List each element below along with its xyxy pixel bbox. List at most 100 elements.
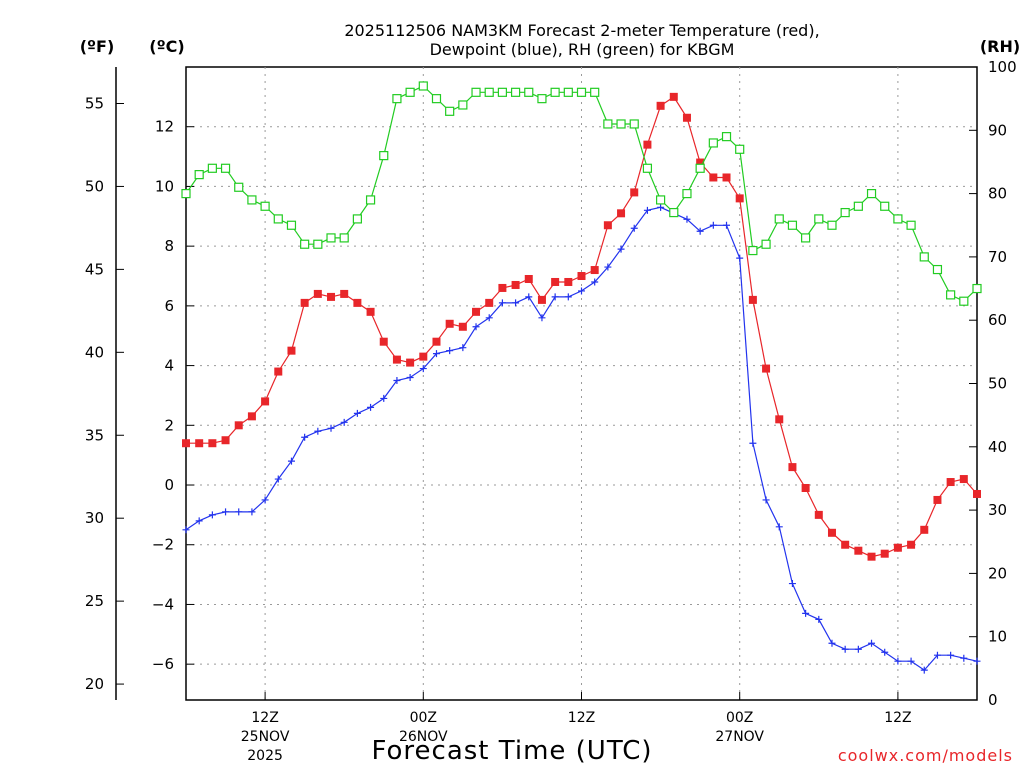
temperature-point (788, 463, 797, 472)
dewpoint-point (868, 639, 876, 647)
rh-point (629, 119, 639, 129)
temperature-point (907, 540, 916, 549)
temperature-point (537, 295, 546, 304)
temperature-point (287, 346, 296, 355)
dewpoint-point (683, 215, 691, 223)
celsius-tick-label: 12 (155, 118, 174, 136)
rh-point (510, 87, 521, 97)
dewpoint-point (512, 299, 520, 307)
temperature-point (366, 307, 375, 316)
fahrenheit-tick-label: 55 (85, 94, 104, 112)
temperature-point (617, 209, 626, 218)
dewpoint-point (235, 508, 243, 516)
x-tick-label-date: 27NOV (715, 729, 764, 745)
dewpoint-point (498, 299, 506, 307)
dewpoint-point (591, 278, 599, 286)
temperature-point (590, 266, 599, 275)
rh-point (708, 138, 718, 148)
dewpoint-point (960, 654, 968, 662)
temperature-point (920, 525, 929, 534)
rh-point (458, 100, 468, 110)
temperature-point (775, 415, 784, 424)
fahrenheit-tick-label: 25 (85, 592, 104, 610)
rh-point (379, 151, 389, 161)
rh-point (774, 214, 784, 224)
temperature-point (946, 478, 955, 487)
rh-point (959, 296, 969, 306)
dewpoint-point (485, 314, 493, 322)
temperature-point (564, 277, 573, 286)
rh-tick-label: 0 (988, 691, 998, 709)
dewpoint-point (907, 657, 915, 665)
unit-label-fahrenheit: (ºF) (80, 37, 115, 56)
unit-label-celsius: (ºC) (149, 37, 184, 56)
temperature-point (182, 439, 190, 448)
temperature-point (880, 549, 889, 558)
dewpoint-point (881, 648, 889, 656)
temperature-point (458, 322, 467, 331)
dewpoint-point (551, 293, 559, 301)
dewpoint-point (578, 287, 585, 295)
rh-point (497, 87, 507, 97)
temperature-point (392, 355, 401, 364)
temperature-point (577, 272, 586, 281)
dewpoint-point (854, 645, 862, 653)
temperature-point (735, 194, 744, 203)
x-tick-label-year: 2025 (247, 748, 283, 764)
temperature-point (432, 337, 441, 346)
rh-point (207, 163, 217, 173)
rh-point (365, 195, 376, 205)
temperature-point (445, 319, 454, 328)
dewpoint-point (815, 615, 823, 623)
temperature-point (300, 298, 309, 307)
series-layer (181, 81, 982, 674)
temperature-point (234, 421, 243, 430)
temperature-point (959, 475, 968, 484)
x-tick-label-time: 12Z (568, 710, 595, 726)
rh-tick-label: 80 (988, 185, 1007, 203)
rh-point (392, 94, 402, 104)
rh-tick-label: 10 (988, 628, 1007, 646)
dewpoint-point (208, 511, 216, 519)
temperature-point (669, 92, 678, 101)
rh-point (405, 87, 415, 97)
rh-point (181, 189, 191, 199)
dewpoint-point (947, 651, 955, 659)
temperature-point (327, 292, 336, 301)
celsius-tick-label: −4 (152, 595, 174, 613)
dewpoint-point (736, 254, 744, 262)
celsius-tick-label: −6 (152, 655, 174, 673)
dewpoint-point (933, 651, 941, 659)
dewpoint-point (287, 457, 295, 465)
temperature-point (696, 158, 705, 167)
rh-point (524, 87, 534, 97)
temperature-point (208, 439, 217, 448)
temperature-point (524, 274, 533, 283)
temperature-point (340, 289, 349, 298)
rh-point (352, 214, 362, 224)
rh-tick-label: 90 (988, 121, 1007, 139)
dewpoint-point (261, 496, 269, 504)
rh-point (339, 233, 349, 243)
dewpoint-point (894, 657, 902, 665)
credit-text: coolwx.com/models (838, 746, 1013, 765)
dewpoint-point (538, 314, 546, 322)
rh-point (220, 163, 231, 173)
dewpoint-point (762, 496, 770, 504)
temperature-point (841, 540, 850, 549)
rh-point (814, 214, 824, 224)
rh-point (563, 87, 573, 97)
dewpoint-point (327, 424, 335, 432)
x-tick-label-time: 12Z (884, 710, 911, 726)
rh-point (946, 290, 956, 300)
x-tick-label-time: 12Z (251, 710, 278, 726)
x-tick-label-date: 25NOV (241, 729, 290, 745)
series-rh (181, 81, 982, 306)
rh-point (300, 239, 310, 249)
dewpoint-point (723, 221, 731, 229)
temperature-point (656, 101, 665, 110)
rh-point (893, 214, 903, 224)
temperature-point (274, 367, 283, 376)
dewpoint-point (222, 508, 230, 516)
